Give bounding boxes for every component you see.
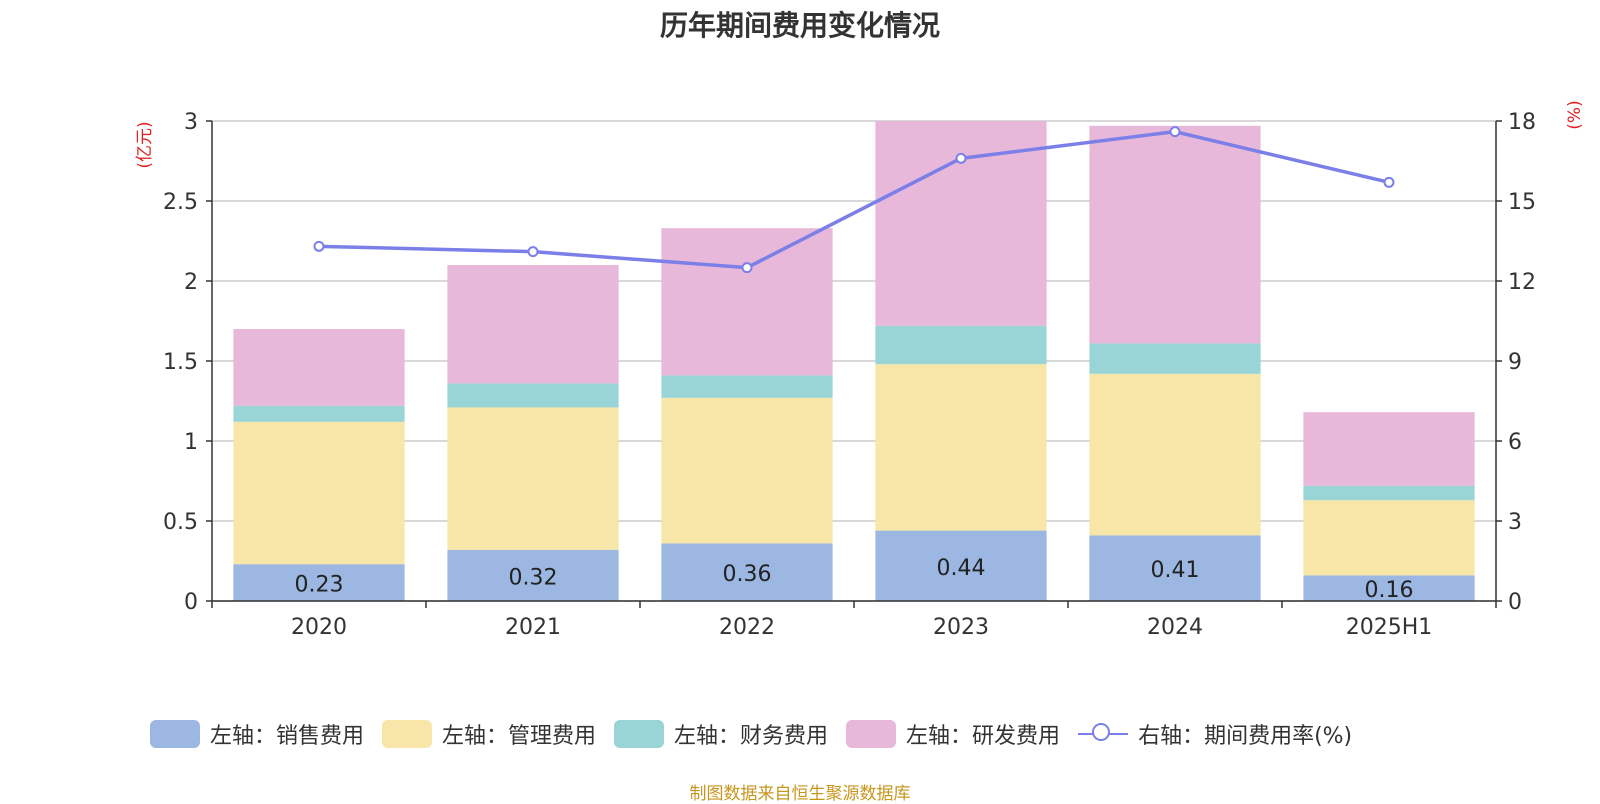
legend-swatch-rnd xyxy=(846,720,897,748)
legend-item-rnd[interactable]: 左轴：研发费用 xyxy=(846,718,1060,750)
y-left-tick-label: 2.5 xyxy=(163,190,198,215)
x-tick-label: 2024 xyxy=(1147,615,1203,640)
y-left-tick-label: 0.5 xyxy=(163,510,198,535)
bar-data-label: 0.32 xyxy=(509,565,558,590)
bar-2021-s1 xyxy=(447,407,619,550)
y-left-tick-label: 0 xyxy=(184,590,198,615)
bar-2023-s1 xyxy=(875,364,1047,531)
legend-label-finance: 左轴：财务费用 xyxy=(674,724,829,749)
legend-swatch-sales xyxy=(150,720,200,748)
bar-data-label: 0.36 xyxy=(723,562,772,587)
bar-2022-s1 xyxy=(661,397,833,544)
legend-item-expense-rate[interactable]: 右轴：期间费用率(%) xyxy=(1078,718,1352,750)
bar-2023-s0 xyxy=(875,530,1047,601)
bar-2025H1-s0 xyxy=(1303,575,1475,601)
legend: 左轴：销售费用 左轴：管理费用 左轴：财务费用 左轴：研发费用 右轴：期间费用率… xyxy=(150,718,1370,750)
bar-2021-s3 xyxy=(447,265,619,384)
x-tick-label: 2022 xyxy=(719,615,775,640)
bar-2020-s3 xyxy=(233,329,405,406)
line-point-2020 xyxy=(313,240,325,252)
bar-data-label: 0.44 xyxy=(937,556,986,581)
bar-data-label: 0.23 xyxy=(295,573,344,598)
y-left-tick-label: 3 xyxy=(184,110,198,135)
bar-2020-s0 xyxy=(233,564,405,601)
bar-data-label: 0.16 xyxy=(1365,578,1414,603)
bar-2023-s2 xyxy=(875,325,1047,365)
bar-2024-s1 xyxy=(1089,373,1261,536)
legend-label-sales: 左轴：销售费用 xyxy=(210,724,365,749)
source-note: 制图数据来自恒生聚源数据库 xyxy=(689,784,911,804)
bar-2024-s3 xyxy=(1089,125,1261,344)
bar-data-label: 0.41 xyxy=(1151,558,1200,583)
line-point-2021 xyxy=(527,246,539,258)
legend-label-admin: 左轴：管理费用 xyxy=(442,724,597,749)
x-tick-label: 2025H1 xyxy=(1346,615,1433,640)
y-left-unit-label: (亿元) xyxy=(135,121,155,168)
bar-2021-s2 xyxy=(447,383,619,408)
bar-2025H1-s2 xyxy=(1303,485,1475,501)
chart-title: 历年期间费用变化情况 xyxy=(659,9,940,42)
bar-2022-s3 xyxy=(661,228,833,376)
bar-2020-s1 xyxy=(233,421,405,565)
legend-item-admin[interactable]: 左轴：管理费用 xyxy=(382,718,596,750)
y-right-tick-label: 6 xyxy=(1508,430,1522,455)
legend-label-rnd: 左轴：研发费用 xyxy=(906,724,1061,749)
line-point-2024 xyxy=(1169,126,1181,138)
bar-2025H1-s1 xyxy=(1303,500,1475,576)
y-left-tick-label: 1.5 xyxy=(163,350,198,375)
bar-2020-s2 xyxy=(233,405,405,422)
bar-2021-s0 xyxy=(447,549,619,601)
legend-swatch-finance xyxy=(614,720,665,748)
y-right-tick-label: 0 xyxy=(1508,590,1522,615)
legend-label-expense-rate: 右轴：期间费用率(%) xyxy=(1138,724,1353,749)
line-point-2022 xyxy=(741,262,753,274)
y-right-tick-label: 12 xyxy=(1508,270,1536,295)
legend-marker-expense-rate xyxy=(1078,720,1129,748)
y-right-tick-label: 9 xyxy=(1508,350,1522,375)
legend-item-finance[interactable]: 左轴：财务费用 xyxy=(614,718,828,750)
bar-2024-s2 xyxy=(1089,343,1261,374)
y-left-tick-label: 2 xyxy=(184,270,198,295)
y-right-tick-label: 18 xyxy=(1508,110,1536,135)
line-point-2025H1 xyxy=(1383,176,1395,188)
bar-2022-s2 xyxy=(661,375,833,398)
legend-swatch-admin xyxy=(382,720,433,748)
legend-item-sales[interactable]: 左轴：销售费用 xyxy=(150,718,364,750)
x-tick-label: 2023 xyxy=(933,615,989,640)
line-point-2023 xyxy=(955,152,967,164)
x-tick-label: 2021 xyxy=(505,615,561,640)
bar-2024-s0 xyxy=(1089,535,1261,601)
line-expense-rate xyxy=(318,129,1390,270)
bar-2025H1-s3 xyxy=(1303,412,1475,486)
bar-2022-s0 xyxy=(661,543,833,601)
y-right-tick-label: 3 xyxy=(1508,510,1522,535)
y-left-tick-label: 1 xyxy=(184,430,198,455)
y-right-unit-label: (%) xyxy=(1565,100,1585,129)
x-tick-label: 2020 xyxy=(291,615,347,640)
y-right-tick-label: 15 xyxy=(1508,190,1536,215)
